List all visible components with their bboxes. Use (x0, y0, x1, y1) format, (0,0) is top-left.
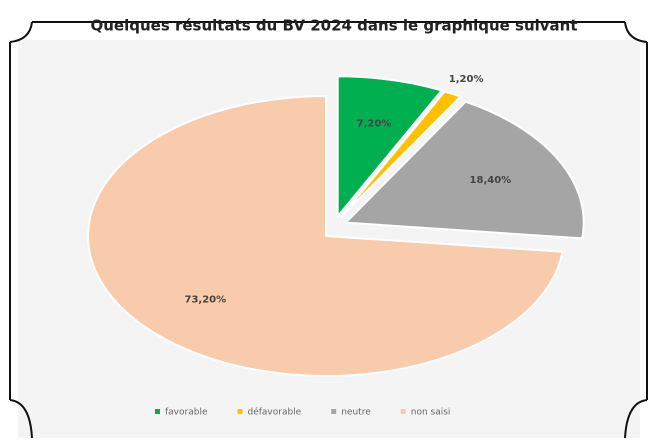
value-label: 73,20% (184, 294, 226, 305)
pie-slice (336, 75, 444, 220)
legend-label: favorable (165, 408, 208, 418)
value-label: 7,20% (357, 119, 392, 130)
legend-marker (331, 409, 337, 414)
value-label: 18,40% (470, 175, 512, 186)
value-label: 1,20% (449, 74, 484, 85)
legend-label: non saisi (411, 408, 451, 418)
legend-marker (237, 409, 243, 414)
legend-label: défavorable (247, 407, 301, 418)
frame (9, 21, 648, 439)
pie-slice (343, 100, 585, 240)
legend-label: neutre (341, 408, 371, 418)
legend-marker (400, 409, 406, 414)
chart-title: Quelques résultats du BV 2024 dans le gr… (90, 17, 577, 35)
legend-marker (155, 409, 160, 414)
pie-slice (87, 94, 564, 377)
pie-slice (339, 90, 463, 219)
